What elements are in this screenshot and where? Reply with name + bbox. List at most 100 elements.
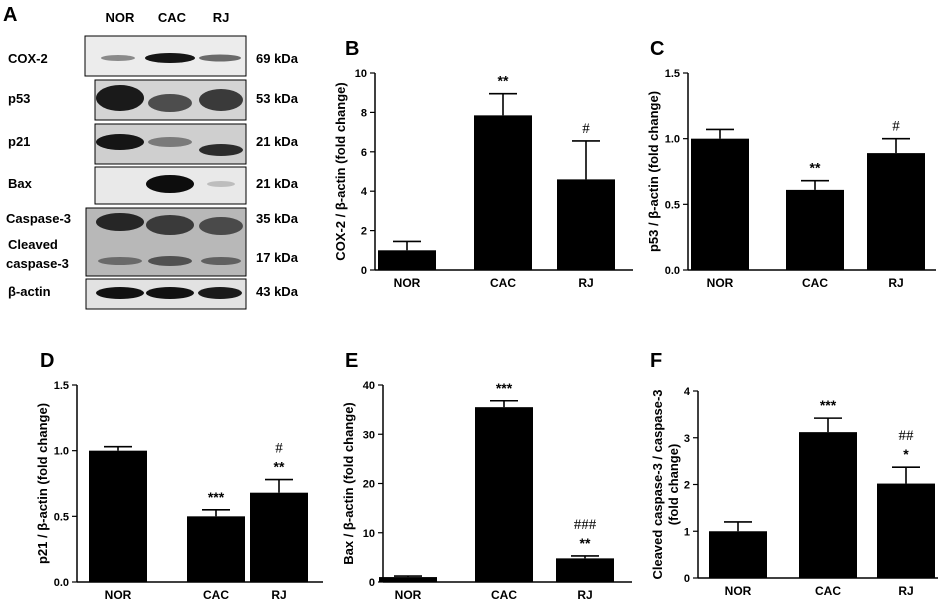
- blot-row-label-p53: p53: [8, 91, 30, 106]
- kda-cleaved: 17 kDa: [256, 250, 299, 265]
- x-category-label: RJ: [577, 588, 592, 602]
- bar-nor: [378, 250, 436, 270]
- bar-cac: [187, 516, 245, 582]
- y-tick-label: 1.0: [54, 446, 69, 458]
- chart-c: 0.0 0.5 1.0 1.5 p53 / β-actin (fold change) N…: [646, 68, 936, 290]
- band-cox2-nor: [101, 55, 135, 61]
- blot-row-label-bactin: β-actin: [8, 284, 51, 299]
- x-category-label: CAC: [802, 276, 828, 290]
- band-cleaved-cac: [148, 256, 192, 266]
- band-casp3-rj: [199, 217, 243, 235]
- band-bax-cac: [146, 175, 194, 193]
- band-cleaved-nor: [98, 257, 142, 265]
- y-tick-label: 4: [684, 386, 691, 398]
- bar-nor: [691, 138, 749, 270]
- x-category-label: RJ: [271, 588, 286, 602]
- x-category-label: CAC: [815, 584, 841, 598]
- band-p53-rj: [199, 89, 243, 111]
- panel-letter-c: C: [650, 38, 664, 60]
- band-p21-cac: [148, 137, 192, 147]
- band-cox2-rj: [199, 54, 241, 62]
- band-p53-cac: [148, 94, 192, 112]
- lane-label-cac: CAC: [158, 10, 187, 25]
- significance-hash: ###: [574, 517, 597, 533]
- band-cox2-cac: [145, 53, 195, 63]
- significance-star: **: [274, 459, 285, 475]
- x-category-label: RJ: [578, 276, 593, 290]
- y-tick-label: 2: [684, 480, 690, 492]
- y-tick-label: 40: [363, 380, 375, 392]
- bar-rj: [556, 558, 614, 582]
- significance-star: **: [810, 160, 821, 176]
- significance-star: ***: [208, 489, 225, 505]
- bar-nor: [709, 531, 767, 578]
- significance-hash: #: [275, 441, 283, 457]
- band-bax-rj: [207, 181, 235, 187]
- x-category-label: CAC: [490, 276, 516, 290]
- panel-letter-f: F: [650, 350, 662, 372]
- blot-row-label-cox2: COX-2: [8, 51, 48, 66]
- y-axis-label: COX-2 / β-actin (fold change): [333, 82, 348, 260]
- blot-row-label-caspase3: Caspase-3: [6, 211, 71, 226]
- lane-label-rj: RJ: [213, 10, 230, 25]
- kda-p21: 21 kDa: [256, 134, 299, 149]
- significance-hash: #: [892, 119, 900, 135]
- significance-hash: ##: [899, 428, 915, 444]
- band-cleaved-rj: [201, 257, 241, 265]
- x-category-label: RJ: [898, 584, 913, 598]
- x-category-label: NOR: [395, 588, 422, 602]
- x-category-label: NOR: [394, 276, 421, 290]
- y-tick-label: 1: [684, 526, 690, 538]
- bar-cac: [786, 189, 844, 270]
- blot-row-label-cleaved-line1: Cleaved: [8, 237, 58, 252]
- y-tick-label: 10: [363, 528, 375, 540]
- x-category-label: CAC: [203, 588, 229, 602]
- panel-letter-d: D: [40, 350, 54, 372]
- band-bactin-cac: [146, 287, 194, 299]
- significance-star: *: [903, 446, 909, 462]
- y-tick-label: 30: [363, 429, 375, 441]
- band-casp3-cac: [146, 215, 194, 235]
- chart-f: 0 1 2 3 4 Cleaved caspase-3 / caspase-3 (fold …: [650, 386, 938, 598]
- bar-rj: [877, 483, 935, 578]
- y-tick-label: 4: [361, 186, 368, 198]
- panel-letter-e: E: [345, 350, 358, 372]
- y-tick-label: 1.0: [665, 134, 680, 146]
- x-category-label: CAC: [491, 588, 517, 602]
- kda-bactin: 43 kDa: [256, 284, 299, 299]
- band-p53-nor: [96, 85, 144, 111]
- lane-label-nor: NOR: [106, 10, 136, 25]
- bar-rj: [557, 179, 615, 270]
- bar-cac: [474, 115, 532, 270]
- y-tick-label: 2: [361, 226, 367, 238]
- y-tick-label: 0: [361, 265, 367, 277]
- x-category-label: RJ: [888, 276, 903, 290]
- chart-e: 0 10 20 30 40 Bax / β-actin (fold change) NOR C…: [341, 380, 632, 602]
- y-tick-label: 0.5: [54, 511, 69, 523]
- blot-row-label-p21: p21: [8, 134, 30, 149]
- bar-cac: [799, 432, 857, 578]
- bar-nor: [89, 450, 147, 582]
- blot-row-label-bax: Bax: [8, 176, 33, 191]
- y-tick-label: 0.0: [54, 577, 69, 589]
- band-bactin-rj: [198, 287, 242, 299]
- significance-star: ***: [820, 397, 837, 413]
- kda-p53: 53 kDa: [256, 91, 299, 106]
- band-casp3-nor: [96, 213, 144, 231]
- chart-b: 0 2 4 6 8 10 COX-2 / β-actin (fold change) NOR C…: [333, 68, 633, 290]
- panel-letter-a: A: [3, 4, 17, 26]
- significance-star: **: [498, 73, 509, 89]
- kda-bax: 21 kDa: [256, 176, 299, 191]
- y-tick-label: 0: [684, 573, 690, 585]
- y-tick-label: 0.0: [665, 265, 680, 277]
- band-p21-rj: [199, 144, 243, 156]
- y-tick-label: 1.5: [54, 380, 69, 392]
- significance-hash: #: [582, 121, 590, 137]
- bar-nor: [379, 577, 437, 582]
- y-tick-label: 1.5: [665, 68, 680, 80]
- kda-caspase3: 35 kDa: [256, 211, 299, 226]
- blot-row-label-cleaved-line2: caspase-3: [6, 256, 69, 271]
- y-axis-label: p53 / β-actin (fold change): [646, 91, 661, 252]
